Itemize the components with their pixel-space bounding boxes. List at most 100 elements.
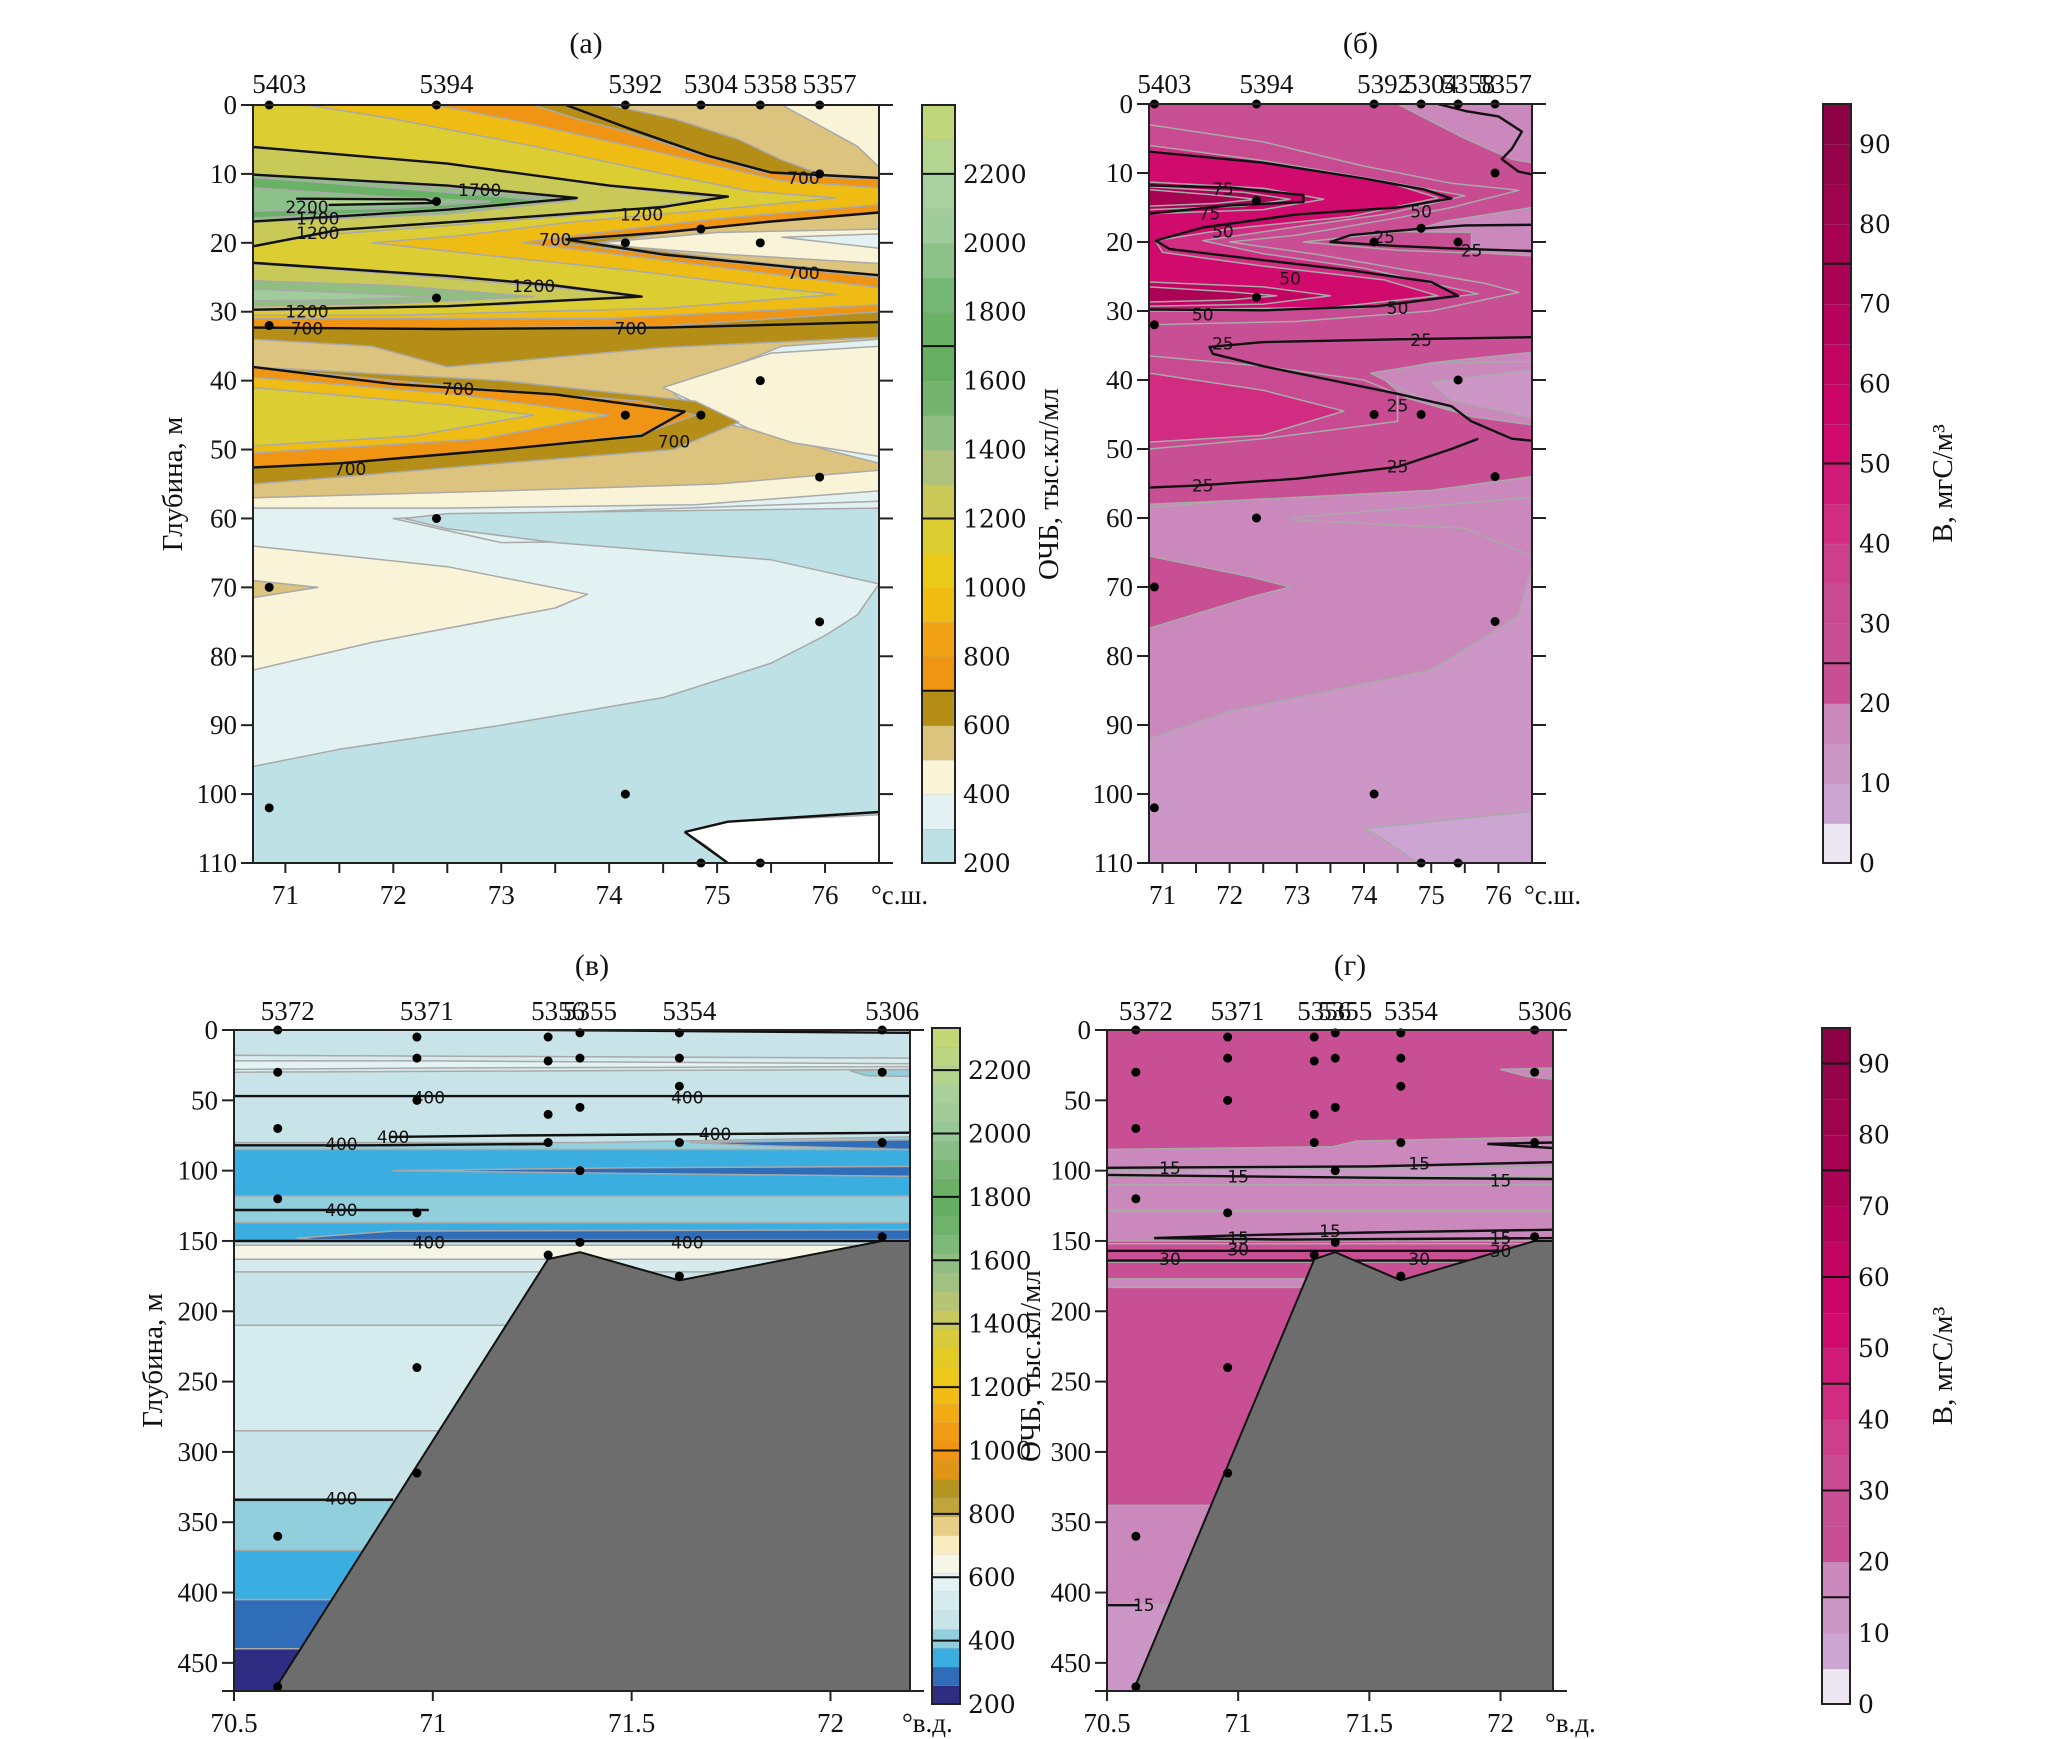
sample-point xyxy=(273,1123,283,1133)
colorbar-swatch xyxy=(932,1159,960,1179)
colorbar-swatch xyxy=(1823,743,1851,784)
y-tick-label: 300 xyxy=(1051,1437,1092,1467)
colorbar-tick-label: 200 xyxy=(963,849,1011,878)
colorbar-swatch xyxy=(932,1553,960,1574)
contour-label: 15 xyxy=(1227,1229,1249,1249)
y-tick-label: 60 xyxy=(1106,503,1133,533)
station-label: 5372 xyxy=(1119,996,1173,1026)
sample-point xyxy=(877,1138,887,1148)
contour-label: 400 xyxy=(325,1201,357,1221)
station-label: 5306 xyxy=(865,996,919,1026)
x-tick-label: 72 xyxy=(817,1708,844,1738)
sample-point xyxy=(1330,1053,1340,1063)
sample-point xyxy=(264,582,274,592)
y-tick-label: 50 xyxy=(191,1085,218,1115)
y-tick-label: 40 xyxy=(1106,365,1133,395)
sample-point xyxy=(1396,1081,1406,1091)
sample-point xyxy=(1490,617,1500,626)
colorbar-tick-label: 60 xyxy=(1858,1263,1890,1292)
colorbar-swatch xyxy=(1822,1312,1850,1349)
sample-point xyxy=(1309,1138,1319,1148)
colorbar-tick-label: 0 xyxy=(1859,849,1875,878)
x-tick-label: 71.5 xyxy=(608,1708,655,1738)
station-label: 5355 xyxy=(1318,996,1372,1026)
sample-point xyxy=(620,238,630,248)
contour-label: 15 xyxy=(1227,1167,1249,1187)
sample-point xyxy=(1396,1271,1406,1281)
contour-label: 15 xyxy=(1490,1171,1512,1191)
station-label: 5394 xyxy=(419,69,474,99)
contour-label: 25 xyxy=(1212,334,1234,354)
sample-point xyxy=(674,1138,684,1148)
colorbar-swatch xyxy=(1822,1490,1850,1527)
contour-band xyxy=(253,545,589,671)
colorbar-tick-label: 80 xyxy=(1859,210,1891,239)
seabed-bathymetry xyxy=(272,1240,910,1691)
sample-point xyxy=(1416,223,1426,233)
colorbar-swatch xyxy=(1822,1632,1850,1669)
contour-label: 400 xyxy=(325,1489,357,1509)
contour-label: 700 xyxy=(787,169,819,189)
colorbar-swatch xyxy=(1823,663,1851,704)
contour-label: 400 xyxy=(413,1089,445,1109)
colorbar-swatch xyxy=(922,173,955,209)
colorbar-frame xyxy=(931,1027,961,1705)
contour-label: 25 xyxy=(1387,457,1409,477)
x-tick-label: 73 xyxy=(1283,880,1310,910)
contour-label: 700 xyxy=(291,319,323,339)
x-tick-label: 70.5 xyxy=(210,1708,257,1738)
contour-label: 1700 xyxy=(296,210,339,230)
station-label: 5392 xyxy=(608,69,662,99)
station-label: 5356 xyxy=(531,996,585,1026)
contour-label: 700 xyxy=(658,432,690,452)
colorbar-swatch xyxy=(932,1121,960,1142)
contour-label: 2200 xyxy=(285,198,328,218)
sample-point xyxy=(1223,1363,1233,1373)
sample-point xyxy=(543,1056,553,1066)
station-label: 5357 xyxy=(803,69,857,99)
contour-label: 30 xyxy=(1408,1250,1430,1270)
colorbar-frame xyxy=(921,104,956,864)
colorbar-swatch xyxy=(1822,1134,1850,1171)
y-tick-label: 70 xyxy=(210,572,237,602)
colorbar-swatch xyxy=(1822,1383,1850,1420)
x-tick-label: 72 xyxy=(1216,880,1243,910)
y-tick-label: 200 xyxy=(178,1296,219,1326)
colorbar-swatch xyxy=(932,1215,960,1236)
sample-point xyxy=(1396,1138,1406,1148)
contour-band xyxy=(234,1060,910,1071)
sample-point xyxy=(1416,410,1426,419)
sample-point xyxy=(575,1237,585,1247)
colorbar-swatch xyxy=(932,1272,960,1292)
colorbar-swatch xyxy=(1822,1063,1850,1100)
colorbar-swatch xyxy=(1822,1561,1850,1598)
y-tick-label: 100 xyxy=(178,1156,219,1186)
station-label: 5357 xyxy=(1478,69,1532,99)
y-tick-label: 110 xyxy=(198,848,238,878)
colorbar-frame xyxy=(1821,1027,1851,1705)
sample-point xyxy=(412,1468,422,1478)
contour-label: 25 xyxy=(1192,477,1214,497)
colorbar-swatch xyxy=(932,1647,960,1667)
colorbar-tick-label: 90 xyxy=(1858,1050,1890,1079)
colorbar-swatch xyxy=(932,1140,960,1160)
x-tick-label: 76 xyxy=(1485,880,1512,910)
sample-point xyxy=(1223,1208,1233,1218)
colorbar-swatch xyxy=(1822,1028,1850,1065)
sample-point xyxy=(1131,1531,1141,1541)
sample-point xyxy=(1330,1237,1340,1247)
colorbar-swatch xyxy=(1822,1454,1850,1492)
station-label: 5354 xyxy=(662,996,717,1026)
colorbar-tick-label: 600 xyxy=(963,711,1011,740)
contour-label: 1200 xyxy=(296,224,339,244)
colorbar-swatch xyxy=(1823,583,1851,624)
colorbar-tick-label: 2200 xyxy=(963,160,1027,189)
colorbar-swatch xyxy=(932,1290,960,1311)
contour-label: 25 xyxy=(1410,331,1432,351)
colorbar-swatch xyxy=(932,1028,960,1048)
colorbar-swatch xyxy=(1822,1526,1850,1563)
sample-point xyxy=(412,1208,422,1218)
sample-point xyxy=(1149,582,1159,592)
x-tick-label: 71 xyxy=(272,880,299,910)
colorbar-swatch xyxy=(922,690,955,726)
